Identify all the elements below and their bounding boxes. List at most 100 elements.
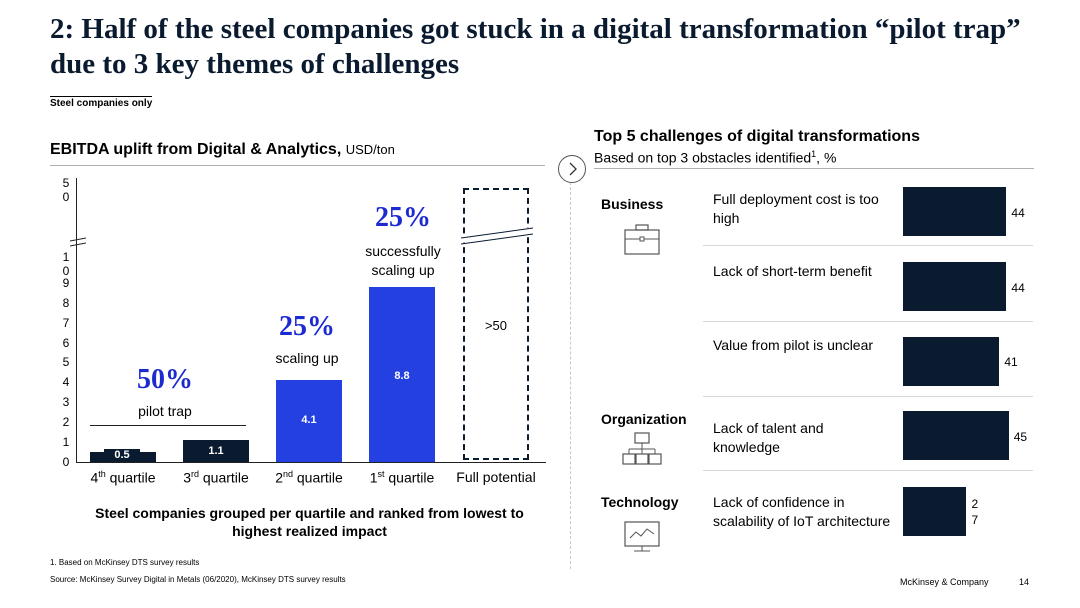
row-divider — [703, 396, 1033, 397]
ord-sup: nd — [282, 469, 293, 479]
page-number: 14 — [1019, 577, 1030, 587]
subtitle-text: Based on top 3 obstacles identified — [594, 149, 812, 166]
x-label-1st: 1st quartile — [359, 469, 445, 486]
axis-tick-9: 9 — [62, 276, 70, 290]
left-chart-title-text: EBITDA uplift from Digital & Analytics, — [50, 141, 342, 158]
pilot-trap-bracket — [90, 425, 246, 426]
source-note: Source: McKinsey Survey Digital in Metal… — [50, 575, 346, 584]
challenge-value-5: 27 — [971, 497, 979, 527]
axis-tick-5: 5 — [62, 355, 70, 369]
challenge-value-1: 44 — [1011, 206, 1025, 220]
bar-2nd-quartile — [276, 380, 342, 462]
pilot-trap-label: pilot trap — [138, 403, 192, 419]
success-label-2: scaling up — [371, 262, 435, 278]
bar-2nd-value: 4.1 — [301, 414, 317, 426]
axis-tick-4: 4 — [62, 375, 70, 389]
challenge-5: Lack of confidence in scalability of IoT… — [713, 494, 891, 529]
bar-3rd-quartile — [183, 440, 249, 462]
category-technology: Technology — [601, 494, 679, 510]
success-pct: 25% — [375, 202, 431, 233]
axis-tick-2: 2 — [62, 415, 70, 429]
x-label-4th: 4th quartile — [80, 469, 166, 486]
axis-tick-1: 1 — [62, 435, 70, 449]
tick-50-b: 0 — [62, 190, 70, 204]
ord: 1 — [369, 469, 378, 486]
challenge-value-2: 44 — [1011, 281, 1025, 295]
right-panel-subtitle: Based on top 3 obstacles identified1, % — [594, 149, 836, 166]
row-divider — [703, 470, 1033, 471]
x-label-full-potential: Full potential — [456, 469, 536, 485]
category-business: Business — [601, 196, 664, 212]
x-label-3rd: 3rd quartile — [173, 469, 259, 486]
category-organization: Organization — [601, 411, 687, 427]
challenge-bar-5 — [903, 487, 967, 536]
axis-tick-3: 3 — [62, 395, 70, 409]
challenge-bar-1 — [903, 187, 1007, 236]
ord-sup: rd — [190, 469, 199, 479]
word: quartile — [202, 469, 249, 486]
challenge-bar-2 — [903, 262, 1007, 311]
row-divider — [703, 321, 1033, 322]
ord: 4 — [90, 469, 99, 486]
challenge-bar-4 — [903, 411, 1009, 460]
full-potential-break — [455, 227, 537, 245]
briefcase-icon — [622, 222, 662, 258]
row-divider — [703, 245, 1033, 246]
success-label-1: successfully — [365, 243, 441, 259]
left-chart-title: EBITDA uplift from Digital & Analytics, … — [50, 141, 395, 159]
tick-10-a: 1 — [62, 250, 70, 264]
bar-1st-quartile — [369, 286, 435, 462]
panel-divider — [570, 167, 571, 569]
x-axis — [76, 462, 546, 463]
scaling-label: scaling up — [275, 350, 339, 366]
challenge-3: Value from pilot is unclear — [713, 337, 874, 353]
left-header-rule — [50, 165, 545, 166]
word: quartile — [388, 469, 435, 486]
word: quartile — [109, 469, 156, 486]
scaling-pct: 25% — [279, 311, 335, 342]
axis-tick-6: 6 — [62, 336, 70, 350]
x-label-2nd: 2nd quartile — [266, 469, 352, 486]
brand-name: McKinsey & Company — [900, 577, 989, 587]
footnote: 1. Based on McKinsey DTS survey results — [50, 558, 200, 567]
challenge-value-4: 45 — [1013, 430, 1028, 444]
next-arrow-button — [558, 155, 586, 183]
tick-50-a: 5 — [62, 176, 70, 190]
page-title: 2: Half of the steel companies got stuck… — [50, 13, 1021, 80]
ord-sup: th — [98, 469, 106, 479]
axis-tick-7: 7 — [62, 316, 70, 330]
pilot-trap-pct: 50% — [137, 364, 193, 395]
challenge-value-3: 41 — [1004, 355, 1018, 369]
scope-note: Steel companies only — [50, 96, 153, 109]
subtitle-unit: , % — [816, 149, 837, 166]
subtitle-sup: 1 — [811, 149, 817, 159]
right-header-rule — [594, 168, 1034, 169]
axis-tick-0: 0 — [62, 455, 70, 469]
axis-tick-8: 8 — [62, 296, 70, 310]
ord: 2 — [275, 469, 283, 486]
monitor-chart-icon — [622, 519, 662, 555]
org-chart-icon — [622, 432, 662, 468]
left-chart-unit: USD/ton — [345, 142, 395, 157]
chevron-right-icon — [569, 162, 577, 176]
challenge-bar-3 — [903, 337, 1000, 386]
challenge-2: Lack of short-term benefit — [713, 263, 872, 279]
ord-sup: st — [377, 469, 385, 479]
axis-break-icon — [460, 227, 534, 245]
ord: 3 — [183, 469, 191, 486]
tick-10-b: 0 — [62, 264, 70, 278]
right-panel-title: Top 5 challenges of digital transformati… — [594, 128, 920, 145]
challenge-1: Full deployment cost is too high — [713, 191, 879, 226]
chart-caption: Steel companies grouped per quartile and… — [95, 505, 524, 539]
word: quartile — [296, 469, 343, 486]
bar-4th-value: 0.5 — [104, 449, 140, 461]
full-potential-value: >50 — [484, 318, 508, 333]
bar-1st-value: 8.8 — [394, 370, 410, 382]
full-potential-box — [463, 188, 529, 460]
axis-break-icon — [69, 237, 87, 247]
axis-break-left — [69, 234, 87, 247]
bar-3rd-value: 1.1 — [208, 445, 224, 457]
y-axis — [76, 178, 77, 463]
